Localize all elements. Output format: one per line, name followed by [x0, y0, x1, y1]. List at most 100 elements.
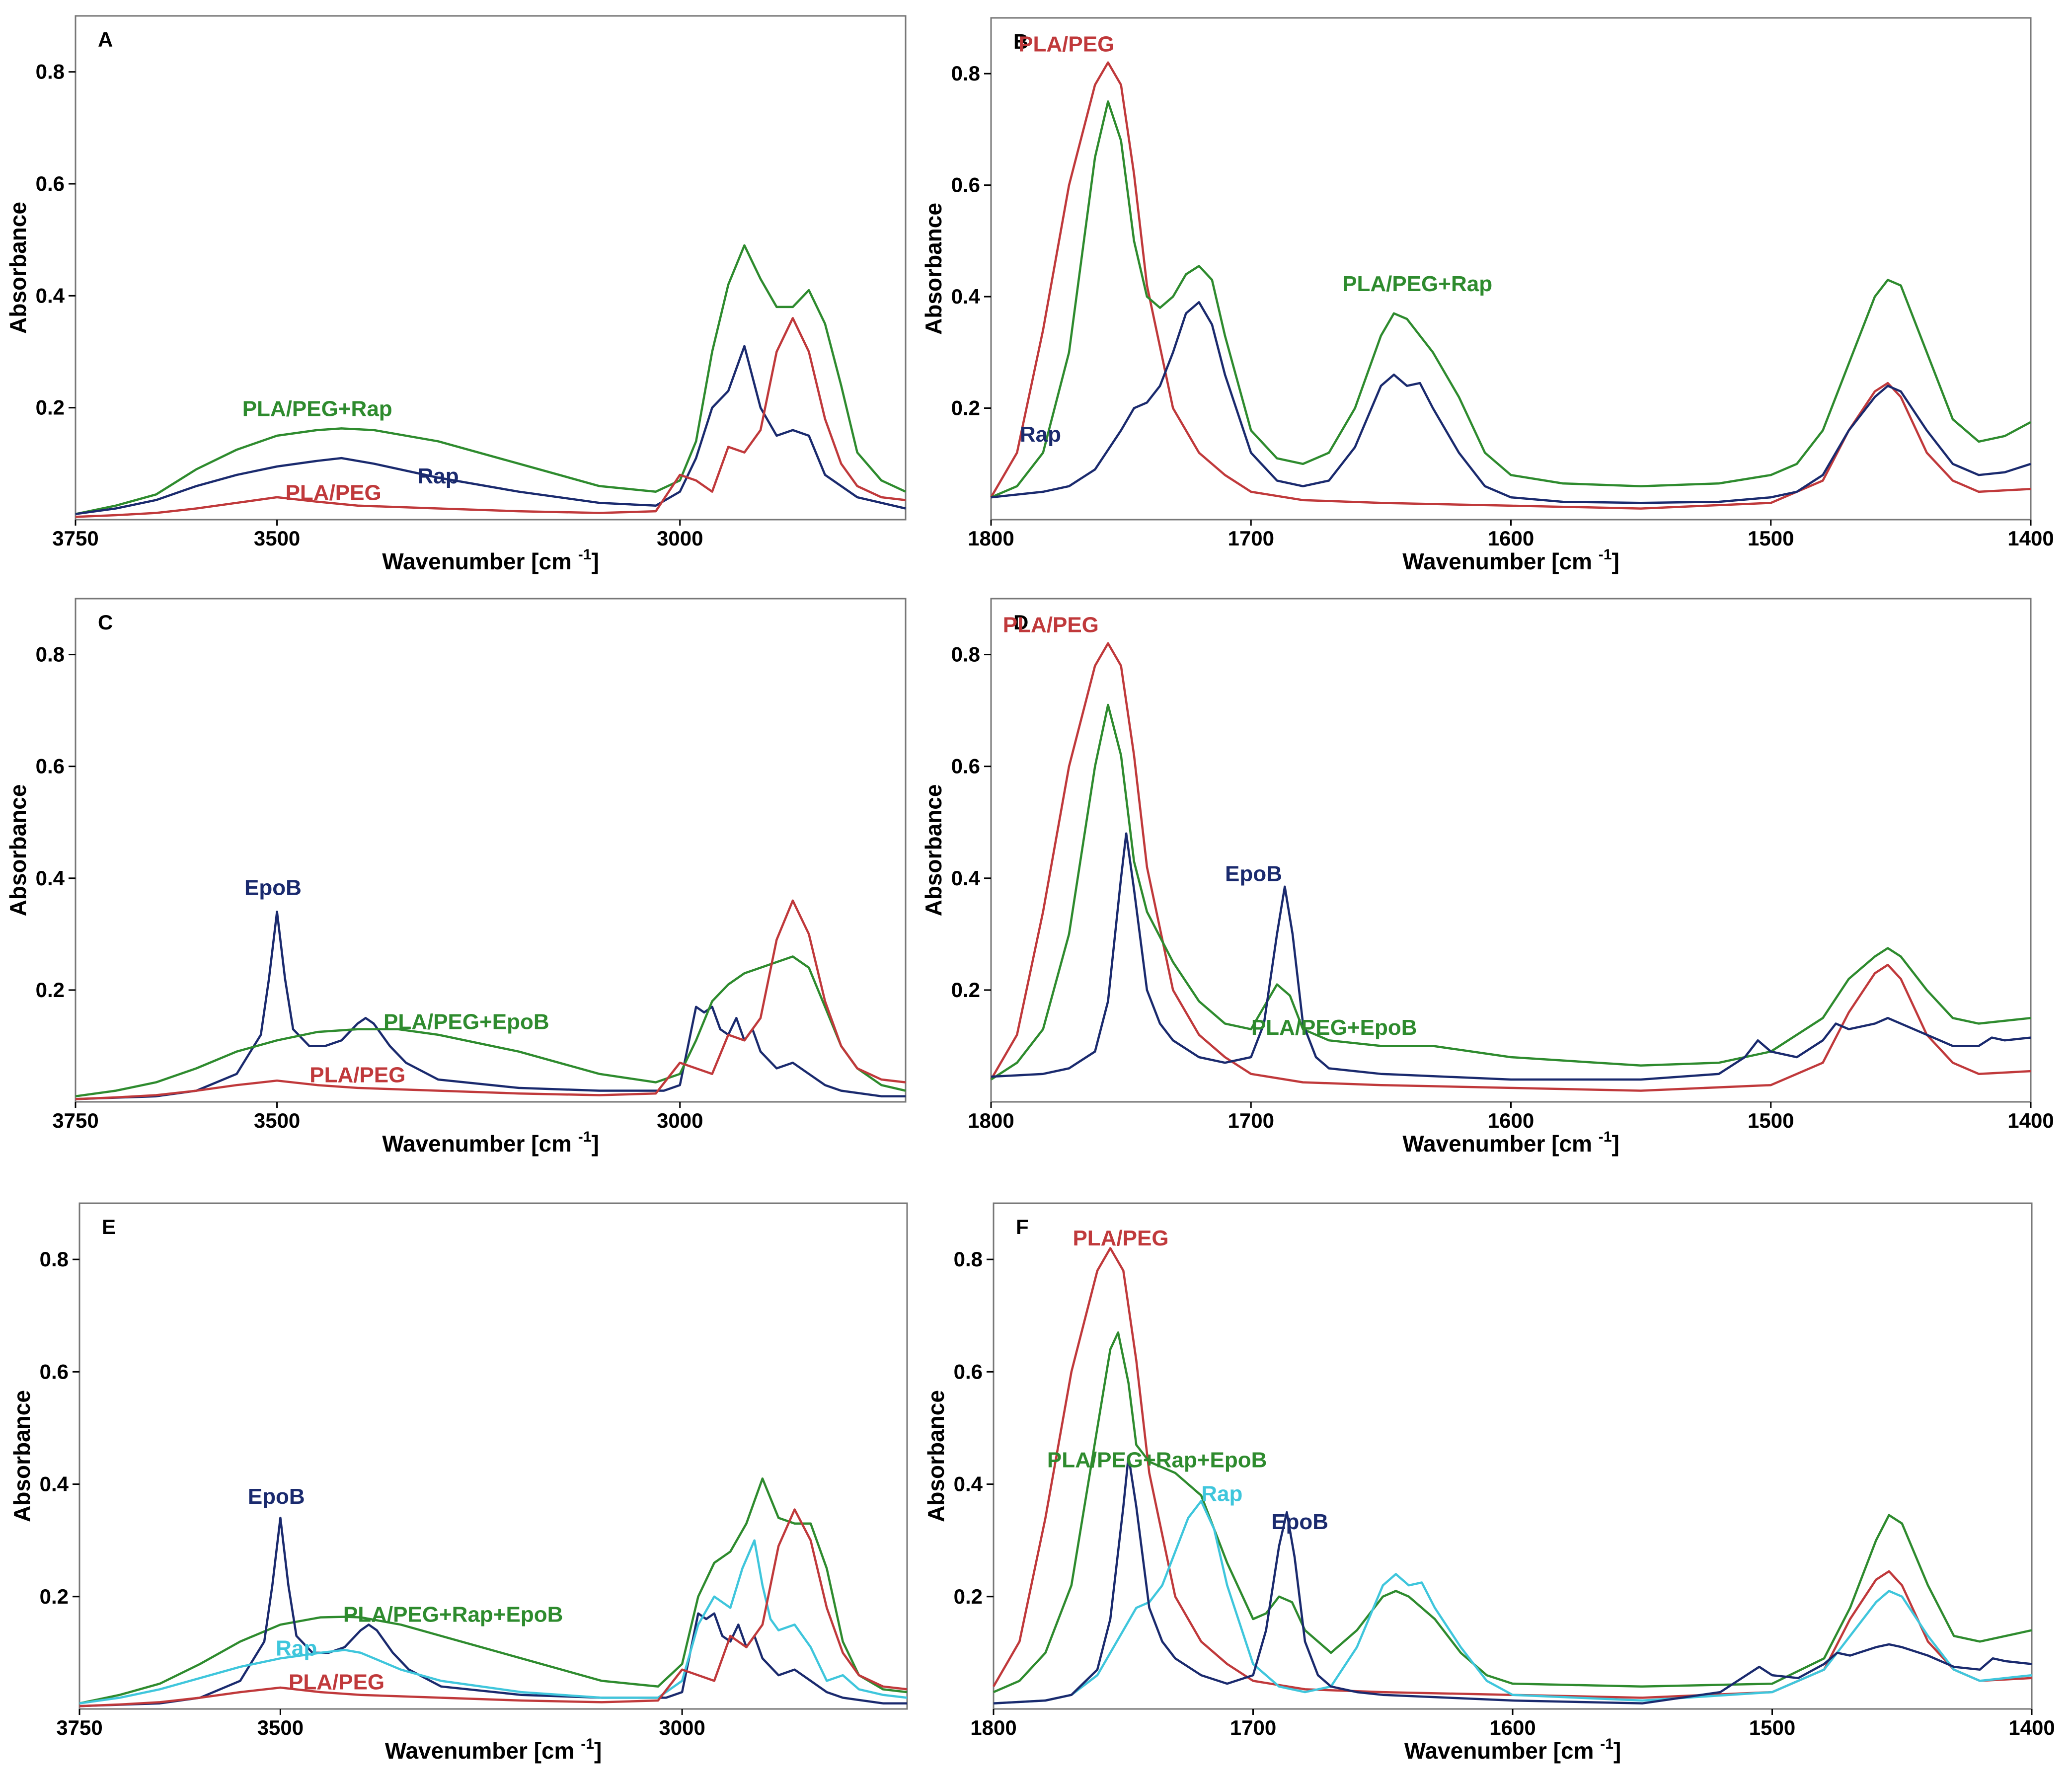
- series-annotation: PLA/PEG: [286, 481, 382, 505]
- y-tick-label: 0.4: [951, 866, 981, 890]
- y-tick-label: 0.8: [954, 1247, 983, 1271]
- x-tick-label: 3500: [257, 1716, 304, 1739]
- y-tick-label: 0.6: [954, 1360, 983, 1383]
- series-line-epob: [993, 1455, 2032, 1704]
- y-tick-label: 0.6: [951, 173, 980, 197]
- series-line-pla-peg-rap: [75, 244, 906, 515]
- x-axis-label-close: ]: [1612, 1131, 1619, 1157]
- x-axis-label-close: ]: [1613, 1738, 1621, 1764]
- x-tick-label: 1500: [1748, 1109, 1794, 1132]
- x-tick-label: 3750: [52, 1109, 98, 1132]
- x-axis-label: Wavenumber [cm -1]: [1402, 1129, 1619, 1157]
- x-tick-label: 3000: [659, 1716, 705, 1739]
- x-tick-label: 1600: [1488, 527, 1534, 550]
- x-tick-label: 1700: [1228, 1109, 1274, 1132]
- x-axis-label-exponent: -1: [1599, 1129, 1612, 1145]
- series-line-epob: [75, 911, 906, 1100]
- x-axis-label-exponent: -1: [1599, 546, 1612, 563]
- x-tick-label: 1500: [1748, 527, 1794, 550]
- plot-frame: [75, 15, 907, 521]
- series-line-pla-peg: [990, 61, 2031, 510]
- series-line-pla-peg-epob: [990, 703, 2031, 1081]
- x-axis-label-close: ]: [594, 1738, 602, 1764]
- series-annotation: EpoB: [1225, 861, 1282, 886]
- y-tick-label: 0.2: [951, 978, 980, 1002]
- plot-frame: [78, 1202, 908, 1710]
- x-tick-label: 1700: [1230, 1716, 1276, 1739]
- series-line-rap: [991, 301, 2031, 504]
- x-axis-label-main: Wavenumber [cm: [1404, 1738, 1601, 1764]
- x-axis-label-exponent: -1: [1600, 1736, 1613, 1752]
- series-annotation: Rap: [417, 464, 459, 488]
- plot-frame: [75, 598, 907, 1103]
- series-line-pla-peg-epob: [75, 955, 906, 1097]
- x-axis-label-exponent: -1: [578, 1129, 592, 1145]
- series-annotation: Rap: [276, 1636, 317, 1661]
- y-tick-label: 0.8: [40, 1247, 69, 1271]
- series-line-rap: [75, 345, 906, 515]
- series-line-rap: [79, 1539, 908, 1704]
- panel-letter: D: [1013, 611, 1028, 634]
- plot-frame: [990, 17, 2032, 521]
- series-annotation: PLA/PEG: [1003, 613, 1099, 637]
- x-tick-label: 1700: [1228, 527, 1274, 550]
- series-annotation: PLA/PEG: [1018, 32, 1114, 56]
- x-tick-label: 1800: [968, 527, 1014, 550]
- x-axis-label-main: Wavenumber [cm: [382, 1131, 578, 1157]
- x-tick-label: 3750: [56, 1716, 102, 1739]
- x-axis-label-main: Wavenumber [cm: [1402, 548, 1599, 574]
- x-axis-label: Wavenumber [cm -1]: [385, 1736, 602, 1764]
- x-axis-label-close: ]: [1612, 548, 1619, 574]
- x-axis-label-main: Wavenumber [cm: [385, 1738, 581, 1764]
- series-annotation: PLA/PEG: [1073, 1226, 1168, 1250]
- panel-D: 0.2 0.4 0.6 0.8 1800 1700 1600 1500 1400 D Absorba…: [921, 598, 2054, 1157]
- panel-F: 0.2 0.4 0.6 0.8 1800 1700 1600 1500 1400 F Absorba…: [923, 1202, 2055, 1764]
- x-tick-label: 1600: [1488, 1109, 1534, 1132]
- series-line-pla-peg: [75, 317, 906, 518]
- y-axis-label: Absorbance: [921, 203, 946, 335]
- y-tick-label: 0.4: [951, 285, 981, 308]
- series-line-pla-peg: [993, 1247, 2032, 1699]
- y-tick-label: 0.2: [954, 1585, 983, 1608]
- series-annotation: EpoB: [1271, 1510, 1328, 1534]
- y-tick-label: 0.4: [40, 1472, 69, 1496]
- y-tick-label: 0.6: [40, 1360, 69, 1383]
- x-tick-label: 1600: [1489, 1716, 1535, 1739]
- x-axis-label-main: Wavenumber [cm: [382, 548, 578, 574]
- y-tick-label: 0.2: [951, 396, 980, 420]
- series-line-epob: [991, 832, 2031, 1081]
- x-axis-label: Wavenumber [cm -1]: [382, 546, 599, 574]
- series-line-pla-peg-rap-epob: [79, 1477, 908, 1704]
- series-line-pla-peg-rap: [991, 100, 2032, 499]
- panel-letter: C: [98, 611, 113, 634]
- x-tick-label: 1400: [2008, 1716, 2055, 1739]
- y-tick-label: 0.2: [36, 396, 65, 419]
- x-axis-label-main: Wavenumber [cm: [1402, 1131, 1599, 1157]
- x-tick-label: 1400: [2007, 1109, 2054, 1132]
- x-tick-label: 1800: [968, 1109, 1014, 1132]
- x-tick-label: 3500: [254, 527, 300, 550]
- y-tick-label: 0.4: [954, 1472, 983, 1496]
- y-tick-label: 0.2: [36, 978, 65, 1002]
- series-annotation: PLA/PEG+EpoB: [384, 1010, 549, 1034]
- y-axis-label: Absorbance: [5, 202, 31, 334]
- y-tick-label: 0.4: [36, 284, 65, 307]
- x-tick-label: 3750: [52, 527, 98, 550]
- panel-C: 0.2 0.4 0.6 0.8 3750 3500 3000 C Absorbance Waven…: [5, 598, 907, 1157]
- y-tick-label: 0.6: [36, 172, 65, 195]
- x-tick-label: 1500: [1749, 1716, 1795, 1739]
- x-tick-label: 3000: [657, 1109, 703, 1132]
- x-tick-label: 1400: [2007, 527, 2054, 550]
- y-tick-label: 0.8: [36, 643, 65, 666]
- series-annotation: PLA/PEG+Rap+EpoB: [1047, 1448, 1267, 1472]
- series-annotation: Rap: [1020, 422, 1061, 447]
- x-tick-label: 1800: [970, 1716, 1016, 1739]
- panel-E: 0.2 0.4 0.6 0.8 3750 3500 3000 E Absorbance Waven…: [9, 1202, 908, 1764]
- y-axis-label: Absorbance: [921, 784, 946, 917]
- panel-letter: E: [102, 1215, 116, 1238]
- y-tick-label: 0.8: [951, 643, 980, 666]
- series-annotation: EpoB: [244, 876, 302, 900]
- x-axis-label-close: ]: [591, 1131, 599, 1157]
- y-axis-label: Absorbance: [9, 1390, 35, 1522]
